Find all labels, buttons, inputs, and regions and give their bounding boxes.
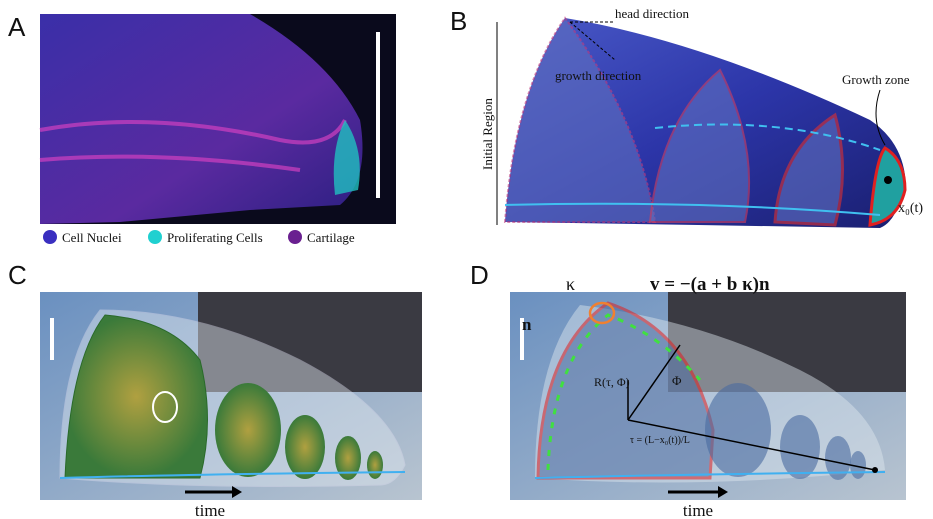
annotation: Initial Region	[480, 98, 495, 170]
annotation: R(τ, Φ)	[594, 375, 630, 389]
section	[367, 451, 383, 479]
annotation: head direction	[615, 6, 689, 21]
axis-label: time	[195, 501, 225, 519]
point	[872, 467, 878, 473]
legend-dot	[43, 230, 57, 244]
panel-a: A Cell Nuclei Proliferating Cells Cartil…	[8, 12, 396, 245]
annotation: Growth zone	[842, 72, 910, 87]
panel-label: A	[8, 12, 26, 42]
panel-d: D κ v = −(a + b κ)n n R(τ, Φ) Φ τ = (L−x…	[470, 260, 906, 519]
annotation: Φ	[672, 373, 682, 388]
section	[780, 415, 820, 479]
legend-dot	[288, 230, 302, 244]
axis-label: time	[683, 501, 713, 519]
section	[705, 383, 771, 477]
panel-c: C time	[8, 260, 422, 519]
legend-dot	[148, 230, 162, 244]
legend-label: Cell Nuclei	[62, 230, 122, 245]
panel-b: B head direction growth direction Initia…	[450, 6, 923, 228]
panel-label: B	[450, 6, 467, 36]
panel-label: D	[470, 260, 489, 290]
annotation: n	[522, 315, 532, 334]
figure: A Cell Nuclei Proliferating Cells Cartil…	[0, 0, 933, 519]
legend-label: Cartilage	[307, 230, 355, 245]
annotation: x₀(t)	[898, 201, 923, 216]
section	[215, 383, 281, 477]
annotation: growth direction	[555, 68, 642, 83]
section	[285, 415, 325, 479]
annotation: v = −(a + b κ)n	[650, 274, 770, 295]
legend-label: Proliferating Cells	[167, 230, 263, 245]
annotation: κ	[566, 274, 575, 294]
point	[884, 176, 892, 184]
annotation: τ = (L−x₀(t))/L	[630, 435, 690, 446]
panel-label: C	[8, 260, 27, 290]
